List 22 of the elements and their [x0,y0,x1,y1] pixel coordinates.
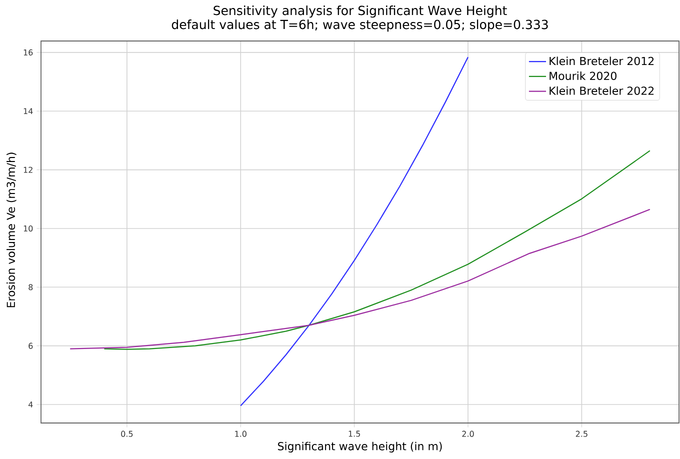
y-tick-label: 16 [24,49,33,56]
x-axis-title: Significant wave height (in m) [278,442,442,452]
line-series [104,150,650,350]
y-tick-label: 12 [24,166,32,173]
line-series [70,208,650,350]
line-series [240,56,469,406]
chart-title: Sensitivity analysis for Significant Wave Height [214,6,507,18]
legend-label: Klein Breteler 2022 [550,86,654,95]
y-tick-label: 14 [24,108,33,114]
y-tick-label: 6 [28,342,33,349]
y-tick-label: 4 [28,402,33,408]
x-tick-label: 1.0 [235,430,246,437]
legend-label: Mourik 2020 [550,72,616,80]
y-tick-label: 8 [28,284,33,290]
legend-label: Klein Breteler 2012 [550,56,654,66]
x-tick-label: 2.5 [576,430,588,437]
x-tick-label: 1.5 [348,430,360,437]
y-tick-label: 10 [24,225,33,232]
x-tick-label: 0.5 [121,430,133,437]
x-tick-label: 2.0 [462,430,474,437]
chart-subtitle: default values at T=6h; wave steepness=0.05; slope=0.333 [172,20,548,32]
y-axis-title: Erosion volume Ve (m3/m/h) [6,152,16,308]
